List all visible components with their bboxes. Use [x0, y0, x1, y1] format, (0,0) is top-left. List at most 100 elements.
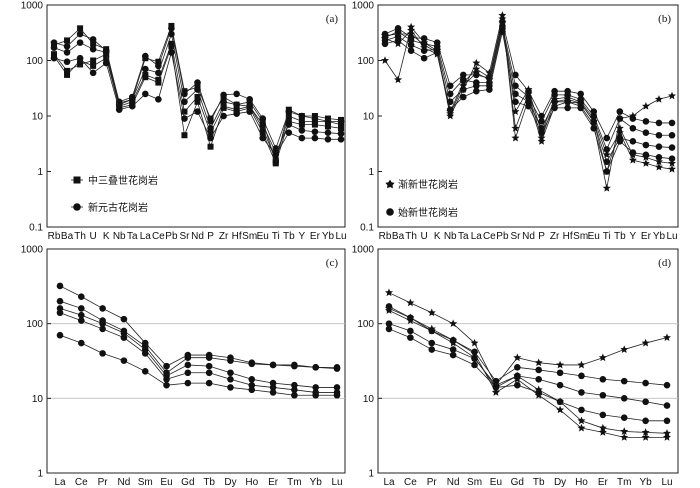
data-point-circle — [514, 381, 521, 389]
y-tick-label: 1000 — [352, 245, 375, 256]
y-tick-label: 100 — [357, 56, 374, 67]
data-point-circle — [184, 369, 192, 377]
data-point-square — [103, 55, 110, 62]
data-point-circle — [333, 365, 341, 372]
x-tick-label: Th — [74, 231, 86, 242]
data-point-square — [207, 129, 214, 136]
data-point-star — [449, 319, 458, 328]
data-point-circle — [428, 327, 436, 335]
data-point-star — [406, 298, 415, 307]
data-point-star — [511, 133, 520, 142]
data-point-circle — [538, 129, 545, 137]
data-point-circle — [227, 384, 234, 391]
data-point-circle — [184, 354, 192, 362]
data-point-circle — [76, 39, 84, 46]
x-tick-label: La — [140, 231, 152, 242]
y-tick-label: 10 — [363, 112, 375, 123]
data-point-circle — [407, 47, 415, 55]
data-point-star — [534, 358, 543, 367]
data-point-star — [598, 353, 607, 362]
data-point-circle — [668, 155, 676, 163]
data-point-circle — [220, 112, 227, 120]
data-point-circle — [312, 384, 319, 391]
data-point-circle — [616, 108, 624, 115]
data-point-circle — [655, 143, 663, 150]
data-point-circle — [603, 168, 611, 175]
x-tick-label: Tm — [287, 477, 301, 488]
panel-d-plot — [385, 288, 671, 441]
data-point-star — [641, 433, 650, 441]
data-point-square — [220, 104, 227, 111]
data-point-circle — [311, 134, 319, 142]
data-point-square — [168, 43, 175, 50]
data-point-circle — [168, 25, 175, 32]
panel-b-x-axis: Rb Ba Th U K Nb Ta La Ce Pb Sr Nd P Zr Hf Sm Eu Ti Tb Y Er Yb… — [379, 231, 678, 242]
data-point-circle — [629, 149, 637, 156]
data-point-star — [577, 360, 586, 369]
data-point-circle — [99, 305, 106, 312]
series-line — [59, 334, 337, 396]
x-tick-label: Ce — [152, 231, 165, 242]
y-tick-label: 100 — [26, 56, 43, 67]
data-point-circle — [324, 129, 332, 137]
y-tick-label: 1 — [37, 469, 43, 480]
data-point-circle — [473, 87, 480, 95]
x-tick-label: Nd — [447, 477, 460, 488]
data-point-circle — [459, 71, 467, 79]
data-point-circle — [205, 369, 213, 377]
x-tick-label: Pr — [98, 477, 109, 488]
x-tick-label: Rb — [379, 231, 392, 242]
x-tick-label: Er — [641, 231, 652, 242]
data-point-square — [272, 160, 279, 167]
x-tick-label: La — [383, 477, 395, 488]
data-point-circle — [578, 389, 585, 396]
data-point-circle — [248, 386, 256, 394]
data-point-circle — [56, 282, 64, 290]
data-point-circle — [642, 379, 649, 387]
y-tick-label: 1000 — [21, 1, 44, 12]
data-point-circle — [337, 130, 345, 137]
data-point-circle — [311, 115, 319, 122]
data-point-circle — [78, 339, 85, 347]
data-point-circle — [99, 350, 106, 357]
data-point-circle — [514, 364, 521, 371]
x-tick-label: Hf — [232, 231, 242, 242]
data-point-circle — [642, 141, 650, 149]
data-point-circle — [333, 384, 341, 391]
data-point-star — [472, 58, 481, 67]
legend-circle-marker — [386, 208, 394, 216]
data-point-circle — [269, 361, 277, 369]
data-point-circle — [163, 381, 170, 389]
x-tick-label: Pr — [427, 477, 438, 488]
data-point-circle — [248, 381, 256, 389]
data-point-star — [598, 428, 607, 436]
panel-d-label: (d) — [658, 257, 671, 269]
data-point-circle — [556, 398, 564, 406]
data-point-circle — [578, 372, 585, 380]
panel-c-gridlines — [47, 323, 345, 399]
y-tick-label: 0.1 — [29, 223, 43, 234]
x-tick-label: Dy — [554, 477, 566, 488]
data-point-star — [577, 416, 586, 425]
data-point-circle — [141, 350, 149, 357]
data-point-circle — [620, 377, 628, 385]
data-point-circle — [205, 354, 213, 362]
data-point-circle — [499, 28, 506, 36]
data-point-circle — [642, 151, 650, 159]
data-point-circle — [259, 115, 267, 122]
data-point-circle — [616, 115, 624, 122]
legend-label-neoproterozoic: 新元古花岗岩 — [88, 201, 148, 214]
data-point-circle — [577, 90, 584, 98]
x-tick-label: Tb — [614, 231, 626, 242]
data-point-circle — [291, 391, 298, 399]
data-point-star — [620, 427, 629, 435]
data-point-circle — [312, 364, 319, 371]
panel-d-x-axis: La Ce Pr Nd Sm Eu Gd Tb Dy Ho Er Tm Yb Lu — [383, 477, 672, 488]
data-point-circle — [473, 82, 480, 90]
series-line — [388, 308, 667, 438]
data-point-circle — [459, 86, 467, 93]
x-tick-label: Nb — [113, 231, 126, 242]
x-tick-label: Tm — [617, 477, 631, 488]
data-point-circle — [590, 125, 598, 132]
data-point-circle — [471, 361, 478, 369]
